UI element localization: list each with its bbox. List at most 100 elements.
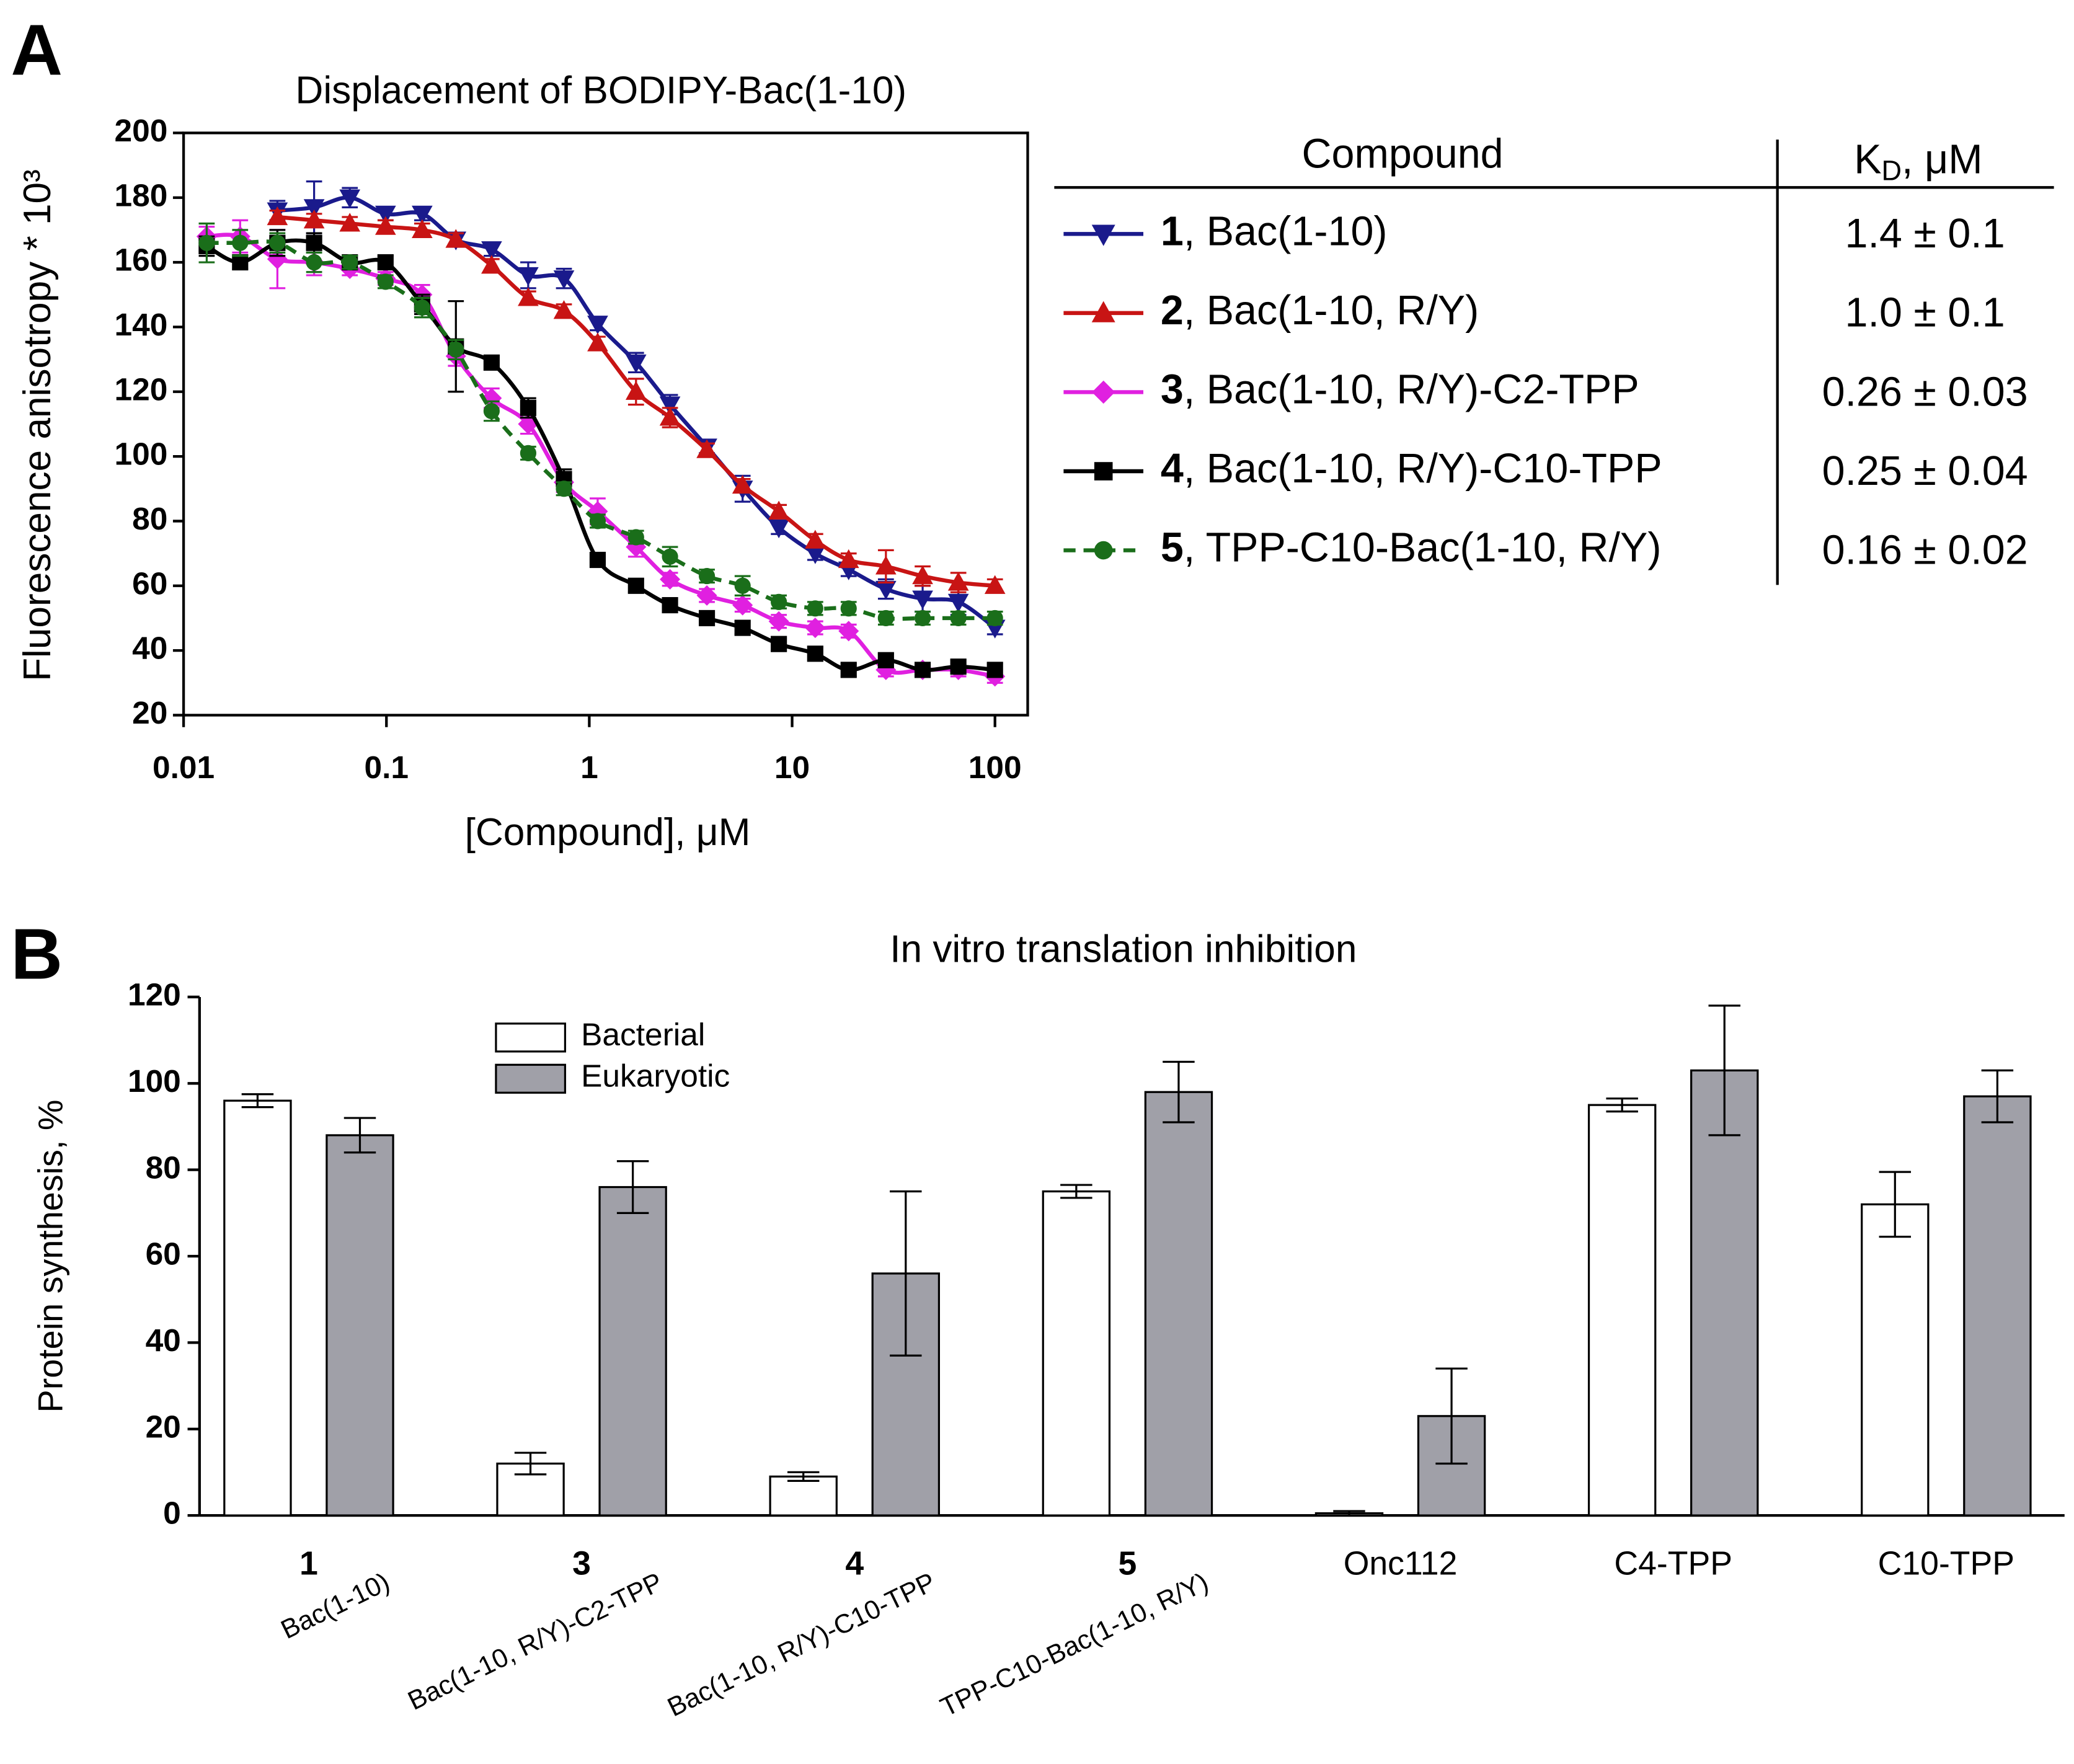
- marker: [232, 234, 249, 251]
- legend-swatch: [495, 1063, 567, 1094]
- marker: [198, 234, 215, 251]
- marker: [662, 548, 678, 565]
- marker: [306, 234, 322, 251]
- bar: [769, 1475, 838, 1517]
- bar: [223, 1099, 292, 1517]
- marker: [267, 206, 288, 226]
- marker: [914, 609, 931, 627]
- marker: [625, 381, 647, 400]
- error-bar: [1333, 1510, 1365, 1517]
- error-bar: [1981, 1069, 2014, 1124]
- text-part: , TPP-C10-Bac(1-10, R/Y): [1184, 525, 1662, 570]
- x-tick-label: Onc112: [1344, 1545, 1458, 1582]
- x-tick-label: C4-TPP: [1614, 1545, 1732, 1582]
- marker: [627, 577, 644, 594]
- marker: [342, 254, 358, 271]
- legend-label: 4, Bac(1-10, R/Y)-C10-TPP: [1161, 446, 1662, 492]
- x-tick-label: 100: [968, 749, 1022, 785]
- x-tick-label: 4: [845, 1545, 864, 1582]
- text-part: , Bac(1-10, R/Y)-C10-TPP: [1184, 446, 1662, 492]
- y-tick-label: 40: [146, 1322, 181, 1358]
- x-tick-label: 5: [1118, 1545, 1137, 1582]
- text-part: , Bac(1-10, R/Y)-C2-TPP: [1184, 366, 1639, 412]
- marker: [804, 530, 826, 549]
- marker: [483, 354, 500, 371]
- marker: [768, 519, 789, 539]
- error-bar: [616, 1160, 649, 1214]
- marker: [232, 254, 249, 271]
- text-part: D: [1882, 155, 1902, 187]
- marker: [877, 609, 894, 627]
- marker: [768, 611, 789, 632]
- marker: [698, 568, 716, 585]
- marker: [696, 585, 717, 606]
- panel-label: A: [11, 10, 63, 91]
- y-tick-label: 60: [132, 565, 167, 601]
- marker: [377, 254, 394, 271]
- chart-title: In vitro translation inhibition: [890, 928, 1357, 970]
- y-axis-label: Fluorescence anisotropy * 10³: [16, 169, 59, 681]
- marker: [771, 593, 787, 610]
- y-tick-label: 140: [115, 306, 168, 342]
- x-tick-label: 0.1: [364, 749, 409, 785]
- x-tick-label: 1: [580, 749, 598, 785]
- legend-marker: [1094, 541, 1113, 560]
- bar: [1587, 1104, 1657, 1517]
- marker: [875, 556, 897, 575]
- marker: [374, 205, 396, 225]
- marker: [984, 575, 1006, 594]
- marker: [838, 549, 859, 569]
- marker: [660, 569, 681, 590]
- bar: [598, 1186, 667, 1517]
- x-tick-label: 0.01: [153, 749, 215, 785]
- marker: [734, 577, 751, 594]
- x-axis-label: [Compound], μM: [465, 811, 751, 854]
- text-part: 1: [1161, 208, 1184, 254]
- legend-marker: [1094, 462, 1113, 481]
- marker: [481, 241, 502, 260]
- error-bar: [787, 1471, 820, 1482]
- marker: [553, 270, 575, 290]
- error-bar: [1708, 1004, 1740, 1137]
- marker: [914, 662, 931, 678]
- x-tick-label: 3: [572, 1545, 591, 1582]
- legend-marker: [1091, 224, 1115, 246]
- legend-swatch: [495, 1022, 567, 1053]
- marker: [587, 316, 608, 335]
- y-tick-label: 20: [132, 694, 167, 730]
- kd-value: 0.16 ± 0.02: [1822, 527, 2028, 573]
- y-tick-label: 160: [115, 242, 168, 278]
- marker: [659, 407, 681, 426]
- marker: [556, 481, 572, 497]
- error-bar: [890, 1190, 922, 1357]
- marker: [732, 474, 753, 494]
- marker: [306, 254, 322, 271]
- y-tick-label: 40: [132, 630, 167, 666]
- marker: [481, 255, 502, 274]
- marker: [483, 402, 500, 420]
- legend-label: 3, Bac(1-10, R/Y)-C2-TPP: [1161, 366, 1639, 412]
- marker: [414, 299, 430, 316]
- y-tick-label: 180: [115, 177, 168, 213]
- marker: [518, 267, 539, 286]
- error-bar: [241, 1093, 274, 1109]
- bar: [1963, 1095, 2032, 1517]
- marker: [734, 619, 751, 636]
- y-tick-label: 80: [132, 500, 167, 536]
- y-tick-label: 200: [115, 112, 168, 148]
- text-part: 4: [1161, 446, 1184, 492]
- marker: [698, 609, 716, 627]
- x-tick-label: C10-TPP: [1878, 1545, 2014, 1582]
- marker: [805, 618, 826, 639]
- kd-value: 0.26 ± 0.03: [1822, 369, 2028, 415]
- marker: [520, 399, 536, 416]
- y-tick-label: 100: [128, 1063, 181, 1099]
- chart-title: Displacement of BODIPY-Bac(1-10): [295, 69, 906, 112]
- legend-label: 1, Bac(1-10): [1161, 208, 1388, 254]
- marker: [625, 354, 647, 374]
- y-tick-label: 60: [146, 1236, 181, 1272]
- x-tick-label: 1: [299, 1545, 318, 1582]
- marker: [553, 300, 575, 319]
- marker: [518, 287, 539, 306]
- marker: [589, 551, 606, 569]
